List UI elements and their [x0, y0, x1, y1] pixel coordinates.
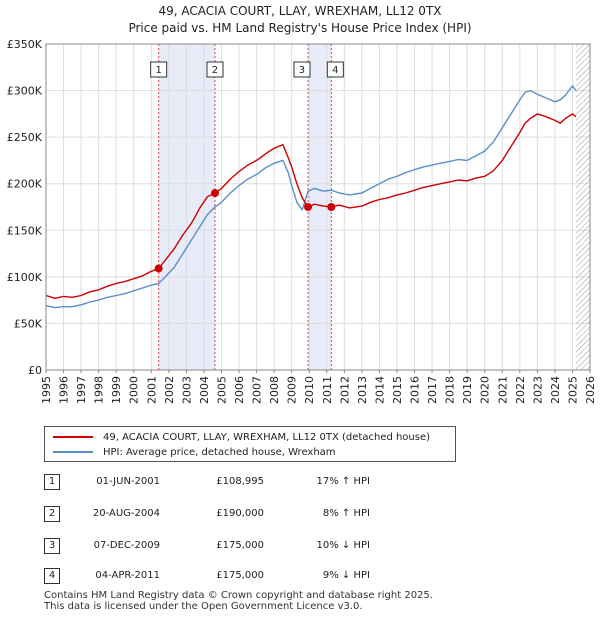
x-tick-label: 1997: [75, 376, 88, 404]
x-tick-label: 1999: [110, 376, 123, 404]
sale-label-frame: [326, 61, 344, 78]
sale-number-badge: 1: [44, 474, 60, 490]
x-tick-label: 2004: [198, 376, 211, 404]
sale-label-number: 3: [299, 65, 305, 76]
sale-number-badge: 4: [44, 568, 60, 584]
x-tick-label: 2003: [180, 376, 193, 404]
x-tick-label: 2000: [128, 376, 141, 404]
legend-item-hpi: HPI: Average price, detached house, Wrex…: [53, 445, 336, 459]
sale-hpi-diff: 10% ↓ HPI: [316, 540, 370, 551]
x-tick-label: 2011: [321, 376, 334, 404]
legend-label-property: 49, ACACIA COURT, LLAY, WREXHAM, LL12 0T…: [103, 431, 431, 443]
sale-label-box: 1: [150, 61, 168, 78]
sale-row: 3 07-DEC-2009 £175,000 10% ↓ HPI: [0, 536, 600, 556]
x-tick-label: 2007: [251, 376, 264, 404]
x-tick-label: 2021: [496, 376, 509, 404]
sale-date: 07-DEC-2009: [93, 540, 160, 551]
sale-label-number: 2: [212, 65, 218, 76]
x-tick-label: 2005: [215, 376, 228, 404]
sale-price: £175,000: [216, 570, 264, 581]
legend: 49, ACACIA COURT, LLAY, WREXHAM, LL12 0T…: [44, 426, 456, 462]
y-tick-label: £300K: [7, 85, 43, 98]
sale-label-number: 1: [155, 65, 161, 76]
y-tick-label: £350K: [7, 38, 43, 51]
sale-date: 04-APR-2011: [95, 570, 160, 581]
sale-number-badge: 2: [44, 506, 60, 522]
plot-frame: [45, 43, 591, 371]
sale-date: 20-AUG-2004: [92, 508, 160, 519]
price-chart: 1 2 3 4 £0 £50K £100K £150K £200K £250K £300K £350…: [7, 38, 597, 404]
y-tick-label: £100K: [7, 271, 43, 284]
sale-label-frame: [150, 61, 168, 78]
legend-label-hpi: HPI: Average price, detached house, Wrex…: [103, 446, 336, 458]
sale-point: [154, 264, 163, 273]
sale-price: £108,995: [216, 476, 264, 487]
x-tick-label: 1996: [58, 376, 71, 404]
x-tick-label: 2002: [163, 376, 176, 404]
sale-label-frame: [206, 61, 224, 78]
series-line-hpi: [45, 85, 577, 309]
sale-row: 1 01-JUN-2001 £108,995 17% ↑ HPI: [0, 472, 600, 492]
x-tick-label: 2020: [479, 376, 492, 404]
sale-date: 01-JUN-2001: [96, 476, 160, 487]
x-tick-label: 2009: [286, 376, 299, 404]
x-tick-label: 2016: [409, 376, 422, 404]
footer-licence: This data is licensed under the Open Gov…: [44, 601, 363, 612]
sale-point: [303, 203, 312, 211]
sale-label-box: 4: [326, 61, 344, 78]
x-tick-label: 2008: [268, 376, 281, 404]
x-tick-label: 2006: [233, 376, 246, 404]
sale-hpi-diff: 17% ↑ HPI: [316, 476, 370, 487]
x-tick-label: 2019: [461, 376, 474, 404]
sale-point: [327, 203, 336, 211]
sale-hpi-diff: 9% ↓ HPI: [322, 570, 370, 581]
sale-label-frame: [293, 61, 311, 78]
x-tick-label: 2010: [303, 376, 316, 404]
x-tick-label: 2024: [549, 376, 562, 404]
footer-copyright: Contains HM Land Registry data © Crown c…: [44, 590, 433, 601]
x-tick-label: 2022: [514, 376, 527, 404]
sale-label-box: 2: [206, 61, 224, 78]
legend-item-property: 49, ACACIA COURT, LLAY, WREXHAM, LL12 0T…: [53, 430, 430, 444]
shaded-period: [307, 44, 332, 370]
x-tick-label: 1998: [93, 376, 106, 404]
x-tick-label: 2015: [391, 376, 404, 404]
legend-swatch-blue: [53, 451, 93, 453]
chart-title: 49, ACACIA COURT, LLAY, WREXHAM, LL12 0T…: [158, 4, 442, 18]
y-tick-label: £250K: [7, 131, 43, 144]
x-tick-label: 2023: [531, 376, 544, 404]
y-tick-label: £200K: [7, 178, 43, 191]
legend-swatch-red: [53, 436, 93, 438]
x-tick-label: 2017: [426, 376, 439, 404]
sale-row: 4 04-APR-2011 £175,000 9% ↓ HPI: [0, 566, 600, 586]
y-tick-label: £150K: [7, 224, 43, 237]
x-tick-label: 2025: [566, 376, 579, 404]
sale-hpi-diff: 8% ↑ HPI: [322, 508, 370, 519]
future-hatch-region: [575, 44, 590, 370]
sale-row: 2 20-AUG-2004 £190,000 8% ↑ HPI: [0, 504, 600, 524]
sale-label-number: 4: [332, 65, 338, 76]
x-tick-label: 2012: [338, 376, 351, 404]
sale-number-badge: 3: [44, 538, 60, 554]
x-tick-label: 2013: [356, 376, 369, 404]
x-tick-label: 2014: [373, 376, 386, 404]
chart-subtitle: Price paid vs. HM Land Registry's House …: [128, 21, 472, 35]
x-tick-label: 2001: [145, 376, 158, 404]
sale-price: £175,000: [216, 540, 264, 551]
y-tick-label: £0: [28, 364, 42, 377]
x-tick-label: 2018: [444, 376, 457, 404]
sale-price: £190,000: [216, 508, 264, 519]
y-tick-label: £50K: [14, 317, 43, 330]
sale-label-box: 3: [293, 61, 311, 78]
sale-point: [210, 189, 219, 198]
x-tick-label: 1995: [40, 376, 53, 404]
x-tick-label: 2026: [584, 376, 597, 404]
